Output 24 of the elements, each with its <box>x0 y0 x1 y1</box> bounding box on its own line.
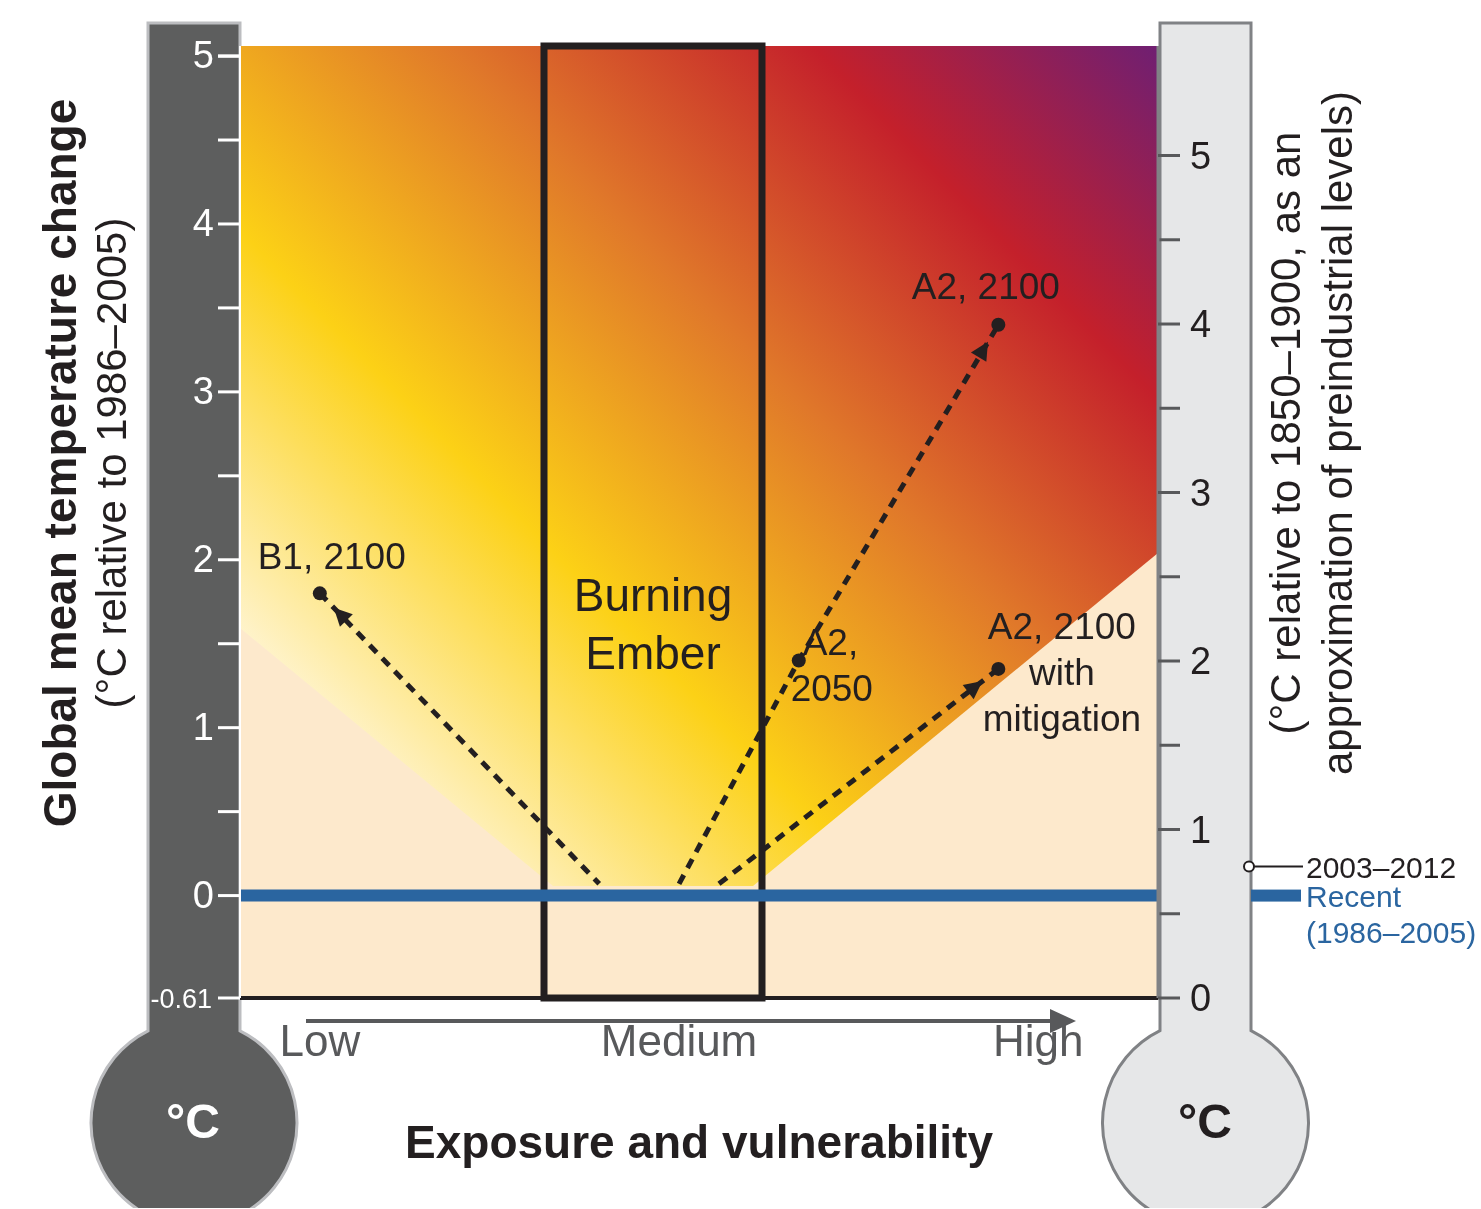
y-tick-label: 5 <box>192 34 214 77</box>
x-tick-label: Medium <box>600 1016 758 1065</box>
y-tick-label: -0.61 <box>150 984 212 1014</box>
y-tick-label: 4 <box>192 201 214 244</box>
text: °C <box>166 1095 220 1148</box>
text: °C <box>1178 1095 1232 1148</box>
y-tick-label: 1 <box>192 705 214 748</box>
annotation: B1, 2100 <box>257 536 406 578</box>
y2-tick-label: 2 <box>1190 640 1212 683</box>
y2-tick-label: 4 <box>1190 303 1212 346</box>
y2-tick-label: 1 <box>1190 808 1212 851</box>
y-tick-label: 0 <box>192 873 214 916</box>
annotation: Burning Ember <box>573 569 733 679</box>
annotation: A2, 2100 <box>911 265 1060 307</box>
y-tick-label: 2 <box>192 537 214 580</box>
x-axis-title: Exposure and vulnerability <box>405 1116 994 1168</box>
x-tick-label: Low <box>279 1016 361 1065</box>
y-axis-title: Global mean temperature change (°C relative to 1986–2005) <box>34 98 135 828</box>
x-tick-label: High <box>993 1016 1084 1065</box>
y-tick-label: 3 <box>192 369 214 412</box>
y2-axis-title: (°C relative to 1850–1900, as an approximation of preindustrial levels) <box>1262 91 1361 775</box>
y2-tick-label: 0 <box>1190 977 1212 1019</box>
y2-tick-label: 5 <box>1190 134 1212 177</box>
y2-tick-label: 3 <box>1190 471 1212 514</box>
